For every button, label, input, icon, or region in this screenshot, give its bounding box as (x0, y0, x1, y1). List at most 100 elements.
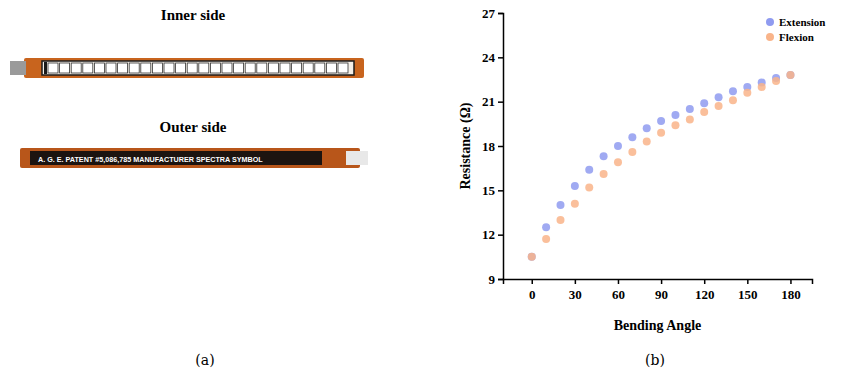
sensor-cell (326, 63, 336, 73)
x-tick-label: 0 (529, 287, 536, 302)
series (528, 71, 795, 261)
sensor-label: Inner side (161, 7, 226, 23)
data-point (556, 216, 564, 224)
sensor-pins (346, 151, 368, 165)
legend-entry: Extension (766, 16, 825, 28)
sensor-cell (222, 63, 232, 73)
data-point (715, 93, 723, 101)
data-point (686, 115, 694, 123)
panel-b: 03060901201501809121518212427Bending Ang… (458, 6, 825, 368)
y-tick-label: 15 (482, 183, 496, 198)
x-tick-mark (790, 279, 792, 284)
legend-entry: Flexion (766, 31, 814, 43)
data-point (758, 83, 766, 91)
x-tick-mark (747, 279, 749, 284)
y-tick: 27 (482, 6, 503, 21)
y-tick: 24 (482, 50, 503, 65)
x-tick-mark (661, 279, 663, 284)
y-axis: 9121518212427 (482, 6, 504, 287)
sensor-cell (94, 63, 104, 73)
data-point (614, 142, 622, 150)
panel-caption: (b) (645, 352, 665, 368)
data-point (556, 201, 564, 209)
y-tick-mark (498, 234, 503, 236)
data-point (628, 148, 636, 156)
sensor-trace (42, 61, 354, 75)
data-point (643, 124, 651, 132)
data-point (571, 200, 579, 208)
sensor-label: Outer side (160, 119, 227, 135)
panel-caption: (a) (195, 352, 214, 368)
y-tick-mark (498, 101, 503, 103)
sensor-cell (129, 63, 139, 73)
sensor-cell (152, 63, 162, 73)
data-point (628, 133, 636, 141)
series (528, 71, 795, 261)
x-tick: 120 (695, 279, 715, 302)
sensor-strip (24, 58, 364, 78)
data-point (700, 108, 708, 116)
sensor-strip (20, 148, 360, 168)
sensor-cell (60, 63, 70, 73)
y-tick-label: 12 (482, 227, 495, 242)
data-point (671, 111, 679, 119)
sensor-print-band (30, 151, 322, 165)
y-tick: 12 (482, 227, 503, 242)
data-point (571, 182, 579, 190)
data-point (700, 99, 708, 107)
sensor-cell (141, 63, 151, 73)
data-point (786, 71, 794, 79)
sensor-cell (338, 63, 348, 73)
data-point (657, 129, 665, 137)
sensor-trace-end (44, 62, 47, 74)
sensor-cell (292, 63, 302, 73)
data-point (585, 183, 593, 191)
sensor-cell (234, 63, 244, 73)
sensor-cell (106, 63, 116, 73)
y-tick-label: 27 (482, 6, 496, 21)
legend-marker (766, 33, 774, 41)
x-tick-mark (704, 279, 706, 284)
x-axis-line (504, 280, 813, 285)
sensor-cell (187, 63, 197, 73)
y-tick-label: 21 (482, 94, 495, 109)
y-axis-title: Resistance (Ω) (458, 102, 474, 189)
data-point (528, 253, 536, 261)
y-tick: 21 (482, 94, 503, 109)
x-tick-label: 150 (738, 287, 758, 302)
sensor-cell (257, 63, 267, 73)
x-tick: 30 (569, 279, 582, 302)
data-point (671, 121, 679, 129)
y-tick-mark (498, 13, 503, 15)
x-tick-label: 180 (781, 287, 801, 302)
data-point (729, 87, 737, 95)
y-tick-label: 18 (482, 139, 496, 154)
data-point (585, 166, 593, 174)
y-axis-line (498, 14, 504, 280)
x-tick: 60 (612, 279, 625, 302)
legend: Extension Flexion (766, 16, 825, 43)
y-tick-mark (498, 279, 503, 281)
x-tick: 180 (781, 279, 801, 302)
x-tick-label: 30 (569, 287, 582, 302)
panel-a: Inner sideOuter sideA. G. E. PATENT #5,0… (10, 7, 368, 368)
x-tick-mark (618, 279, 620, 284)
figure: Inner sideOuter sideA. G. E. PATENT #5,0… (0, 0, 848, 374)
x-tick-label: 120 (695, 287, 715, 302)
sensor-cell (315, 63, 325, 73)
data-point (614, 158, 622, 166)
x-axis: 0306090120150180 (504, 279, 813, 302)
data-point (743, 89, 751, 97)
data-point (657, 117, 665, 125)
data-point (686, 105, 694, 113)
y-tick: 15 (482, 183, 503, 198)
sensor-cell (176, 63, 186, 73)
data-point (643, 138, 651, 146)
sensor-cell (164, 63, 174, 73)
legend-label: Extension (779, 16, 825, 28)
sensor-cell (268, 63, 278, 73)
x-tick: 0 (529, 279, 536, 302)
data-point (600, 170, 608, 178)
sensor-cell (303, 63, 313, 73)
sensor-cell (199, 63, 209, 73)
